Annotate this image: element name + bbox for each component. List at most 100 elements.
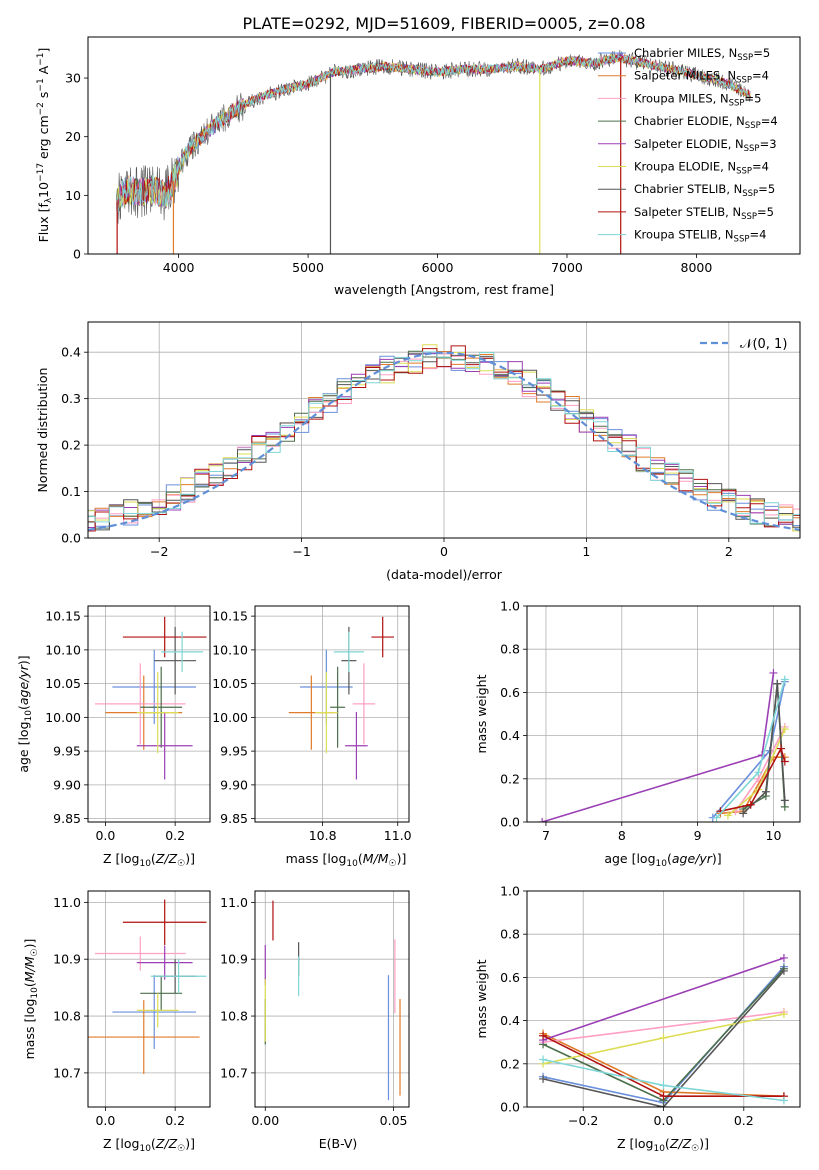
- errorbars: [264, 900, 401, 1101]
- x-tick-label: 0.0: [654, 1113, 674, 1128]
- figure-title: PLATE=0292, MJD=51609, FIBERID=0005, z=0…: [242, 14, 645, 33]
- legend-entry-value: 5: [763, 46, 770, 60]
- y-tick-label: 0.2: [61, 438, 81, 453]
- x-tick-label: 0.2: [734, 1113, 754, 1128]
- legend-entry-n: , N: [721, 46, 737, 60]
- legend-entry-name: Chabrier MILES: [634, 46, 721, 60]
- legend-entry-name: Kroupa STELIB: [634, 228, 718, 242]
- weight-marker: [779, 966, 788, 975]
- errorbars: [94, 616, 207, 780]
- y-tick-label: 0.6: [500, 685, 520, 700]
- spectrum-line-8: [116, 54, 751, 213]
- legend-entry: Salpeter STELIB, NSSP=5: [634, 205, 774, 222]
- legend-entry-sub: SSP: [729, 98, 745, 108]
- weight-marker: [773, 679, 782, 688]
- y-axis-label-part: 10: [36, 182, 51, 198]
- legend-entry-name: Kroupa ELODIE: [634, 160, 720, 174]
- errorbars: [88, 899, 207, 1075]
- histogram-step-8: [88, 351, 800, 524]
- weight-marker: [659, 1092, 668, 1101]
- y-tick-label: 9.95: [53, 744, 81, 759]
- y-tick-label: 0: [73, 247, 81, 262]
- y-axis-label: Normed distribution: [35, 368, 50, 493]
- x-tick-label: 4000: [163, 260, 195, 275]
- x-tick-label: 0.0: [95, 1113, 115, 1128]
- weight-marker: [746, 800, 755, 809]
- legend-entry: Chabrier STELIB, NSSP=5: [634, 182, 775, 199]
- legend-entry: Salpeter MILES, NSSP=4: [634, 69, 769, 86]
- spectrum-line-5: [116, 53, 751, 210]
- weight-marker: [761, 787, 770, 796]
- y-tick-label: 10.15: [45, 609, 81, 624]
- legend-entry-sub: SSP: [742, 189, 758, 199]
- y-tick-label: 10.05: [45, 676, 81, 691]
- axes-frame: [87, 890, 211, 1108]
- mass-vs-metallicity-panel: 0.0 0.210.710.810.911.0Z [log10(Z/Z☉)]Z […: [22, 890, 211, 1154]
- y-tick-label: 9.85: [53, 811, 81, 826]
- x-tick-label: 11.0: [384, 828, 412, 843]
- legend-entry-eq: =: [760, 137, 770, 151]
- legend-entry-value: 4: [762, 69, 769, 83]
- legend-entry-name: Salpeter ELODIE: [634, 137, 728, 151]
- y-axis-label-part: −1: [36, 53, 46, 66]
- legend-entry-eq: =: [753, 46, 763, 60]
- histogram-step-2: [88, 353, 800, 532]
- y-tick-label: 0.3: [61, 391, 81, 406]
- y-tick-label: 0.4: [500, 1013, 520, 1028]
- y-tick-label: 0.1: [61, 484, 81, 499]
- y-tick-label: 0.8: [500, 927, 520, 942]
- age-vs-mass-panel: 10.8 11.0 9.85 9.90 9.95 10.00 10.05 10.10 10.15…: [212, 605, 412, 869]
- x-axis-label: E(B-V): [319, 1136, 358, 1151]
- x-tick-label: 6000: [422, 260, 454, 275]
- x-tick-label: 8000: [681, 260, 713, 275]
- weight-marker: [539, 1074, 548, 1083]
- legend-entry-name: Chabrier STELIB: [634, 182, 726, 196]
- y-tick-label: 30: [65, 71, 81, 86]
- axes-frame: [254, 890, 410, 1108]
- x-axis-label-display: mass [log10(M/M☉)]: [286, 851, 407, 869]
- weight-marker: [723, 811, 732, 820]
- weight-marker: [712, 813, 721, 822]
- weight-marker: [539, 1031, 548, 1040]
- y-tick-label: 20: [65, 129, 81, 144]
- y-tick-label: 10.00: [212, 710, 248, 725]
- x-tick-label: 0.0: [95, 828, 115, 843]
- legend-entry-sub: SSP: [744, 144, 760, 154]
- x-tick-label: 7000: [551, 260, 583, 275]
- y-axis-label: mass weight: [474, 959, 489, 1038]
- spectrum-panel: 4000 5000 6000 7000 8000 0 10 20 30 wavelength [A…: [36, 36, 801, 297]
- y-tick-label: 10.9: [220, 952, 248, 967]
- axes-frame: [526, 605, 801, 823]
- axes-frame: [254, 605, 410, 823]
- x-axis-label: (data-model)/error: [386, 567, 503, 582]
- weight-marker: [779, 953, 788, 962]
- x-axis-label-display: age [log10(age/yr)]: [604, 851, 721, 869]
- weight-marker: [538, 818, 547, 822]
- axes-frame: [526, 890, 801, 1108]
- y-tick-label: 1.0: [500, 884, 520, 899]
- legend-entry-n: , N: [720, 160, 736, 174]
- spectrum-line-7: [116, 53, 751, 212]
- y-axis-label-part: A: [36, 65, 51, 78]
- legend-entry-value: 5: [768, 182, 775, 196]
- x-tick-label: 7: [542, 828, 550, 843]
- weight-line-6: [542, 970, 785, 1107]
- legend-entry-name: Salpeter MILES: [634, 69, 720, 83]
- weight-lines: [539, 953, 788, 1107]
- y-tick-label: 9.95: [220, 744, 248, 759]
- legend-entry-n: , N: [725, 205, 741, 219]
- y-axis-label-part: s: [36, 92, 51, 103]
- x-tick-label: 0.2: [165, 1113, 185, 1128]
- weight-line-4: [542, 957, 785, 1041]
- weight-line-4: [541, 672, 775, 822]
- normal-curve: [88, 351, 800, 531]
- x-tick-label: −1: [292, 544, 310, 559]
- legend-entry-name: Kroupa MILES: [634, 91, 713, 105]
- weight-marker: [779, 1096, 788, 1105]
- y-tick-label: 11.0: [53, 895, 81, 910]
- legend-entry-sub: SSP: [745, 121, 761, 131]
- legend-entry: Kroupa ELODIE, NSSP=4: [634, 160, 769, 177]
- legend-entry: Chabrier ELODIE, NSSP=4: [634, 114, 778, 131]
- x-tick-label: 10.8: [309, 828, 337, 843]
